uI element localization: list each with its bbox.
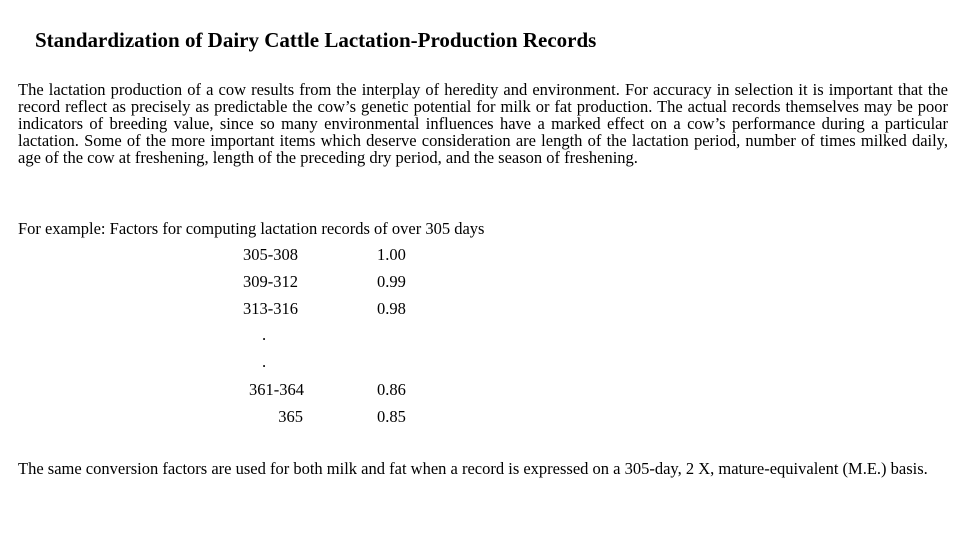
day-range: 365 <box>278 407 303 426</box>
conversion-factor: 0.98 <box>377 299 406 318</box>
day-range: 313-316 <box>243 299 298 318</box>
factor-row: 309-312 0.99 <box>0 272 960 294</box>
conversion-factor: 1.00 <box>377 245 406 264</box>
day-range: 309-312 <box>243 272 298 291</box>
conversion-factor: 0.99 <box>377 272 406 291</box>
day-range: 361-364 <box>249 380 304 399</box>
ellipsis-dot: . <box>262 325 267 344</box>
factor-row: 365 0.85 <box>0 407 960 429</box>
ellipsis-dot: . <box>262 352 267 371</box>
factor-row: 313-316 0.98 <box>0 299 960 321</box>
intro-paragraph: The lactation production of a cow result… <box>18 80 948 167</box>
conversion-factor: 0.85 <box>377 407 406 426</box>
day-range: 305-308 <box>243 245 298 264</box>
factor-row: 305-308 1.00 <box>0 245 960 267</box>
conversion-factor: 0.86 <box>377 380 406 399</box>
example-heading: For example: Factors for computing lacta… <box>18 219 485 238</box>
closing-paragraph: The same conversion factors are used for… <box>18 459 928 478</box>
factor-row: 361-364 0.86 <box>0 380 960 402</box>
document-title: Standardization of Dairy Cattle Lactatio… <box>35 28 597 52</box>
